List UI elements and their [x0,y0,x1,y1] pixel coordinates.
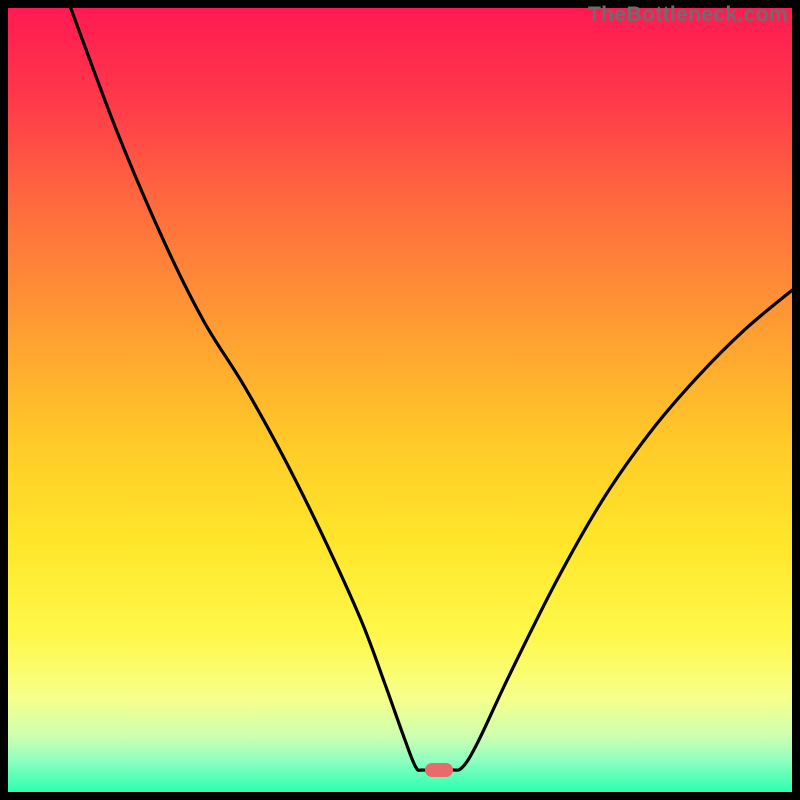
optimum-marker [425,763,453,777]
watermark-text: TheBottleneck.com [588,2,788,27]
bottleneck-chart: TheBottleneck.com [0,0,800,800]
gradient-background [8,8,792,792]
